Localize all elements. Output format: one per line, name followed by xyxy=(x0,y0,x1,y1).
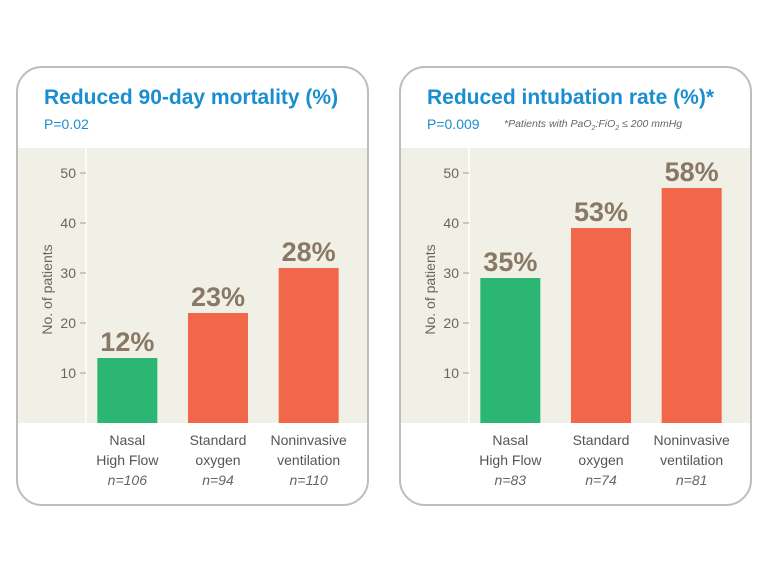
footnote-subscript: 2 xyxy=(591,125,596,133)
category-name: oxygen xyxy=(195,452,241,468)
y-tick-label: 40 xyxy=(60,215,76,231)
y-axis-label: No. of patients xyxy=(39,244,55,334)
category-name: oxygen xyxy=(578,452,624,468)
bar xyxy=(661,188,722,423)
sample-size: n=74 xyxy=(585,472,617,488)
mortality-chart: 10 20 30 40 50 No. of patients 12% 23% 28% xyxy=(39,148,339,423)
sample-size: n=106 xyxy=(107,472,147,488)
footnote: *Patients with PaO2:FiO2 ≤ 200 mmHg xyxy=(504,118,682,132)
sample-size: n=81 xyxy=(675,472,708,488)
intubation-panel: Reduced intubation rate (%)* P=0.009 *Pa… xyxy=(399,66,752,506)
y-tick-label: 30 xyxy=(443,265,459,281)
footnote-subscript: 2 xyxy=(615,125,620,133)
y-tick-label: 10 xyxy=(60,365,76,381)
y-tick-label: 10 xyxy=(443,365,459,381)
y-tick-label: 20 xyxy=(443,315,459,331)
category-name: ventilation xyxy=(660,452,724,468)
panel-title: Reduced intubation rate (%)* xyxy=(427,86,715,109)
category-label: Standard oxygen n=94 xyxy=(178,430,258,490)
category-name: Standard xyxy=(572,432,630,448)
p-value: P=0.02 xyxy=(44,116,89,132)
category-label: Noninvasive ventilation n=81 xyxy=(652,430,732,490)
category-label: Standard oxygen n=74 xyxy=(561,430,641,490)
category-name: Noninvasive xyxy=(270,432,347,448)
footnote-text: *Patients with PaO xyxy=(504,118,592,130)
p-value: P=0.009 xyxy=(427,116,480,132)
bar xyxy=(97,358,158,423)
mortality-panel: Reduced 90-day mortality (%) P=0.02 10 20… xyxy=(16,66,369,506)
footnote-text: ≤ 200 mmHg xyxy=(619,118,683,130)
category-name: High Flow xyxy=(479,452,542,468)
sample-size: n=83 xyxy=(494,472,527,488)
data-label: 58% xyxy=(665,157,719,187)
panel-title: Reduced 90-day mortality (%) xyxy=(44,86,339,109)
category-name: Noninvasive xyxy=(653,432,730,448)
category-name: Nasal xyxy=(109,432,146,448)
data-label: 35% xyxy=(483,247,537,277)
data-label: 12% xyxy=(100,327,154,357)
y-axis-label: No. of patients xyxy=(422,244,438,334)
y-tick-label: 30 xyxy=(60,265,76,281)
chart-area: 10 20 30 40 50 No. of patients 35% 53% 58% xyxy=(401,148,750,423)
category-name: High Flow xyxy=(96,452,159,468)
category-name: ventilation xyxy=(277,452,341,468)
data-label: 28% xyxy=(282,237,336,267)
intubation-chart: 10 20 30 40 50 No. of patients 35% 53% 58% xyxy=(422,148,722,423)
category-label: Nasal High Flow n=106 xyxy=(87,430,167,490)
category-name: Standard xyxy=(189,432,247,448)
category-label: Nasal High Flow n=83 xyxy=(470,430,550,490)
bar xyxy=(571,228,631,423)
y-tick-label: 50 xyxy=(60,165,76,181)
category-label: Noninvasive ventilation n=110 xyxy=(269,430,349,490)
footnote-text: :FiO xyxy=(595,118,616,130)
y-tick-label: 20 xyxy=(60,315,76,331)
y-tick-label: 40 xyxy=(443,215,459,231)
sample-size: n=110 xyxy=(289,472,328,488)
sample-size: n=94 xyxy=(202,472,234,488)
data-label: 23% xyxy=(191,282,245,312)
chart-area: 10 20 30 40 50 No. of patients 12% 23% 28% xyxy=(18,148,367,423)
category-name: Nasal xyxy=(492,432,529,448)
data-label: 53% xyxy=(574,197,628,227)
bar xyxy=(480,278,541,423)
bar xyxy=(278,268,339,423)
bar xyxy=(188,313,248,423)
y-tick-label: 50 xyxy=(443,165,459,181)
